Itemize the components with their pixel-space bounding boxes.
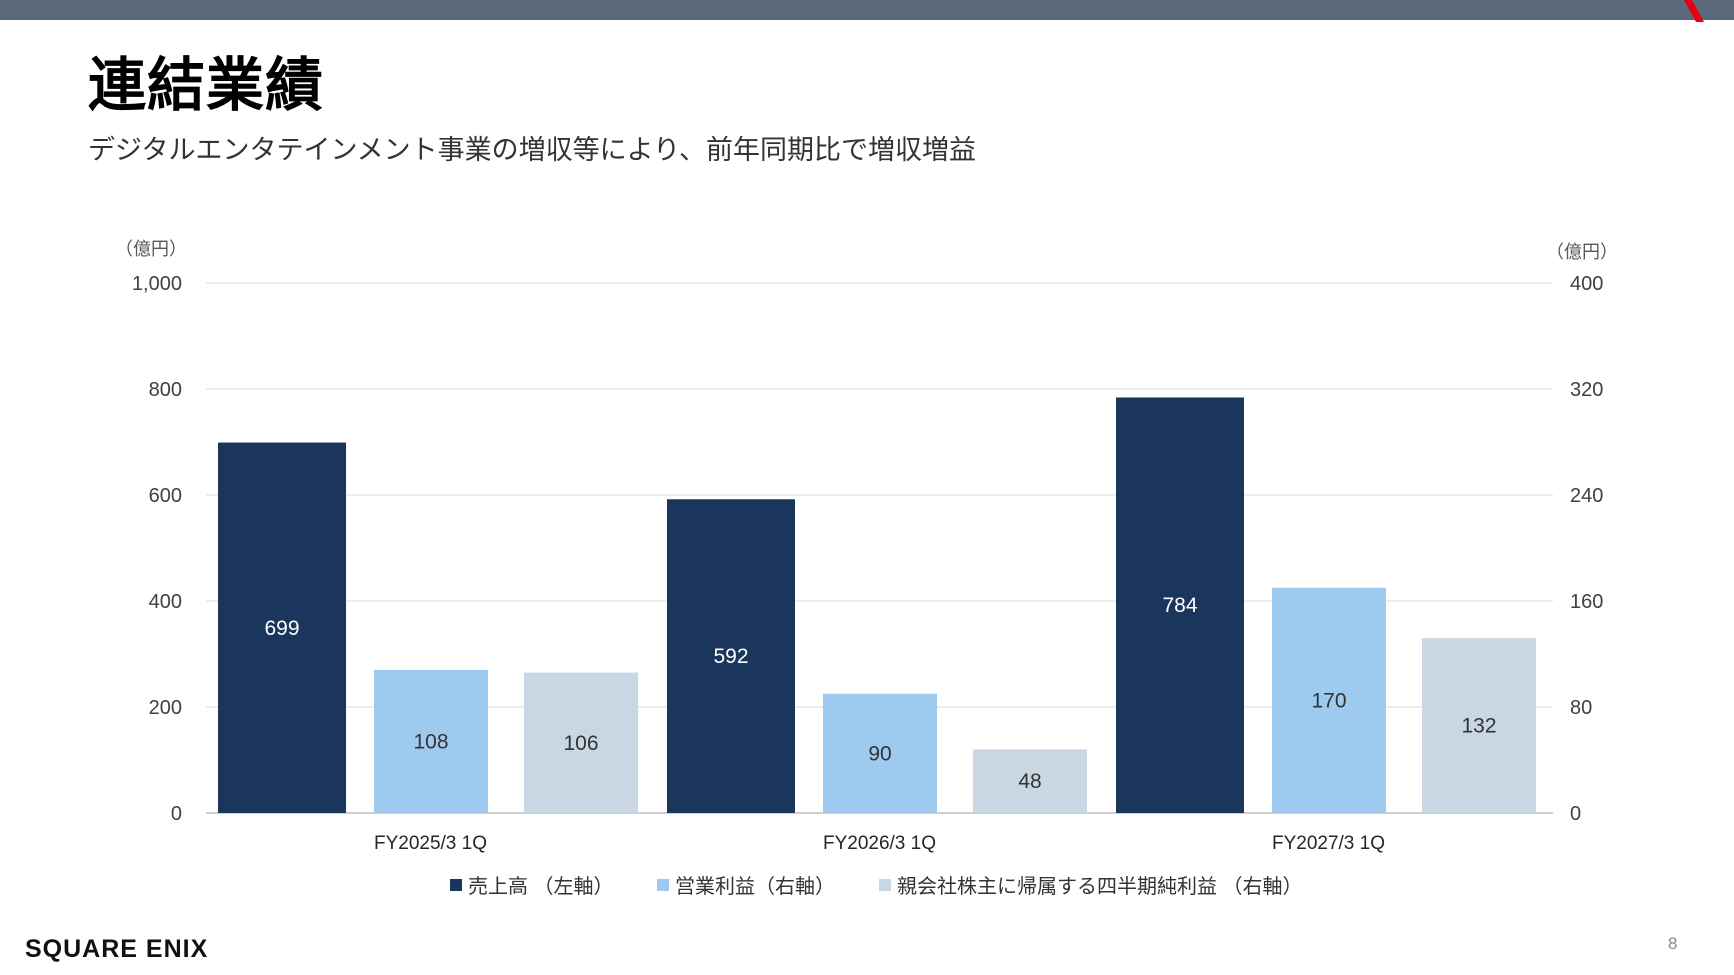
legend-item: 親会社株主に帰属する四半期純利益 （右軸） bbox=[879, 870, 1303, 899]
consolidated-results-chart: 0 200 400 600 800 1,000 0 80 160 240 320 400 699 10… bbox=[115, 239, 1618, 854]
bar-value-label: 699 bbox=[264, 617, 299, 640]
axis-units: （億円） （億円） bbox=[115, 239, 1618, 262]
bar-value-label: 132 bbox=[1461, 715, 1496, 738]
right-tick-label: 240 bbox=[1570, 485, 1603, 507]
legend-swatch bbox=[879, 878, 891, 891]
data-labels: 699 108 106 592 90 48 784 170 132 bbox=[264, 594, 1496, 793]
right-tick-label: 160 bbox=[1570, 591, 1603, 613]
right-axis: 0 80 160 240 320 400 bbox=[1570, 273, 1603, 825]
bar-value-label: 90 bbox=[868, 742, 891, 765]
left-tick-label: 800 bbox=[149, 379, 182, 401]
legend-item: 売上高 （左軸） bbox=[450, 870, 614, 899]
left-tick-label: 1,000 bbox=[132, 273, 182, 295]
bar-operating-income bbox=[1272, 587, 1386, 813]
bar-operating-income bbox=[374, 669, 488, 813]
category-label: FY2027/3 1Q bbox=[1272, 833, 1385, 854]
bar-net-income bbox=[524, 672, 638, 813]
bar-net-income bbox=[1422, 638, 1536, 813]
brand-accent-mark bbox=[1678, 0, 1708, 22]
bar-sales bbox=[667, 499, 795, 813]
category-label: FY2025/3 1Q bbox=[374, 833, 487, 854]
bar-value-label: 106 bbox=[563, 732, 598, 755]
category-labels: FY2025/3 1Q FY2026/3 1Q FY2027/3 1Q bbox=[374, 833, 1385, 854]
bar-sales bbox=[218, 442, 346, 813]
bar-value-label: 170 bbox=[1311, 689, 1346, 712]
bar-operating-income bbox=[823, 693, 937, 813]
bar-value-label: 48 bbox=[1018, 770, 1041, 793]
legend-label: 売上高 （左軸） bbox=[468, 876, 614, 898]
page-number: 8 bbox=[1668, 934, 1678, 953]
legend-label: 営業利益（右軸） bbox=[675, 876, 835, 898]
legend-label: 親会社株主に帰属する四半期純利益 （右軸） bbox=[897, 876, 1303, 898]
right-tick-label: 80 bbox=[1570, 697, 1592, 719]
slide-subtitle: デジタルエンタテインメント事業の増収等により、前年同期比で増収増益 bbox=[88, 135, 977, 165]
bar-sales bbox=[1116, 397, 1244, 813]
category-label: FY2026/3 1Q bbox=[823, 833, 936, 854]
legend-swatch bbox=[450, 878, 462, 891]
slide-title: 連結業績 bbox=[88, 53, 325, 118]
left-tick-label: 600 bbox=[149, 485, 182, 507]
company-logo: SQUARE ENIX bbox=[25, 935, 209, 963]
bar-value-label: 784 bbox=[1162, 594, 1197, 617]
bars bbox=[218, 397, 1536, 813]
chart-legend: 売上高 （左軸） 営業利益（右軸） 親会社株主に帰属する四半期純利益 （右軸） bbox=[0, 870, 1734, 900]
right-tick-label: 0 bbox=[1570, 803, 1581, 825]
bar-value-label: 108 bbox=[413, 730, 448, 753]
legend-item: 営業利益（右軸） bbox=[657, 870, 835, 899]
left-tick-label: 200 bbox=[149, 697, 182, 719]
bar-value-label: 592 bbox=[713, 645, 748, 668]
legend-swatch bbox=[657, 878, 669, 891]
right-tick-label: 400 bbox=[1570, 273, 1603, 295]
left-tick-label: 400 bbox=[149, 591, 182, 613]
left-axis-unit: （億円） bbox=[115, 239, 187, 259]
right-tick-label: 320 bbox=[1570, 379, 1603, 401]
left-axis: 0 200 400 600 800 1,000 bbox=[132, 273, 182, 825]
accent-stroke bbox=[1684, 0, 1704, 22]
left-tick-label: 0 bbox=[171, 803, 182, 825]
right-axis-unit: （億円） bbox=[1546, 242, 1618, 262]
top-banner bbox=[0, 0, 1734, 20]
bar-net-income bbox=[973, 749, 1087, 813]
